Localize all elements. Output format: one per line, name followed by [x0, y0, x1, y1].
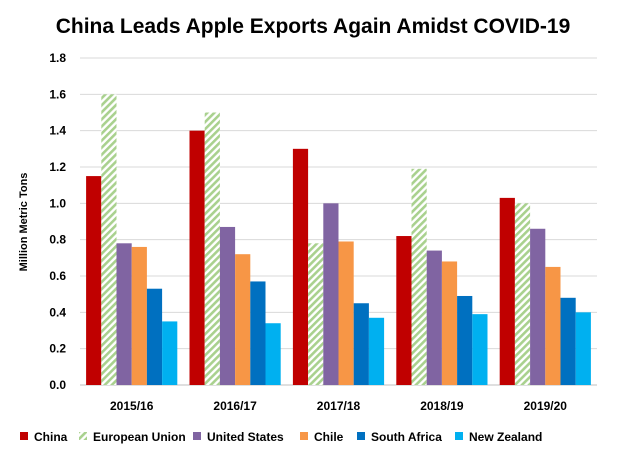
y-tick-label: 0.4: [49, 305, 66, 319]
bar-china: [189, 130, 205, 385]
y-tick-label: 0.0: [49, 378, 66, 392]
legend-item: European Union: [79, 430, 186, 444]
bar-china: [292, 148, 309, 385]
bar-chile: [131, 246, 147, 385]
bar-chile: [441, 261, 458, 385]
y-tick-label: 0.6: [49, 269, 66, 283]
legend-item: China: [20, 430, 68, 444]
legend-swatch: [300, 432, 308, 440]
bar-new-zealand: [472, 314, 488, 385]
x-tick-label: 2019/20: [524, 399, 568, 413]
legend-swatch: [357, 432, 365, 440]
legend-swatch: [79, 432, 87, 440]
legend-label: Chile: [314, 430, 344, 444]
x-tick-label: 2016/17: [213, 399, 257, 413]
bar-european-union: [514, 203, 531, 385]
x-tick-label: 2017/18: [317, 399, 361, 413]
bar-china: [499, 197, 515, 385]
x-tick-label: 2018/19: [420, 399, 464, 413]
chart-title: China Leads Apple Exports Again Amidst C…: [56, 15, 571, 38]
bar-south-africa: [457, 295, 473, 385]
y-tick-label: 1.4: [49, 124, 66, 138]
bar-new-zealand: [162, 321, 178, 385]
bar-new-zealand: [265, 323, 281, 385]
y-tick-label: 0.2: [49, 342, 66, 356]
bar-new-zealand: [368, 317, 385, 385]
y-tick-label: 1.0: [49, 196, 66, 210]
legend-item: South Africa: [357, 430, 442, 444]
bar-united-states: [219, 226, 236, 385]
bar-china: [86, 176, 102, 385]
bar-united-states: [323, 203, 339, 385]
legend-label: New Zealand: [469, 430, 542, 444]
x-tick-label: 2015/16: [110, 399, 154, 413]
y-axis-label: Million Metric Tons: [18, 173, 30, 272]
bar-chile: [338, 241, 354, 385]
bar-china: [396, 236, 412, 385]
y-tick-label: 0.8: [49, 233, 66, 247]
legend-label: South Africa: [371, 430, 442, 444]
bar-european-union: [204, 112, 220, 385]
legend-label: China: [34, 430, 68, 444]
bar-south-africa: [250, 281, 266, 385]
y-tick-label: 1.8: [49, 51, 66, 65]
bar-european-union: [308, 243, 324, 385]
bar-united-states: [530, 228, 546, 385]
y-tick-label: 1.2: [49, 160, 66, 174]
bar-south-africa: [560, 297, 576, 385]
bar-european-union: [411, 168, 427, 385]
legend-label: European Union: [93, 430, 186, 444]
bar-south-africa: [353, 303, 369, 385]
legend-label: United States: [207, 430, 284, 444]
bar-united-states: [426, 250, 442, 385]
y-tick-label: 1.6: [49, 87, 66, 101]
legend-swatch: [193, 432, 201, 440]
bar-south-africa: [146, 288, 163, 385]
bar-chile: [235, 254, 251, 385]
bar-european-union: [101, 94, 117, 385]
legend-swatch: [455, 432, 463, 440]
legend-item: New Zealand: [455, 430, 542, 444]
bar-chile: [545, 266, 561, 385]
bar-united-states: [116, 243, 132, 385]
legend-swatch: [20, 432, 28, 440]
legend-item: United States: [193, 430, 284, 444]
legend-item: Chile: [300, 430, 344, 444]
bar-new-zealand: [575, 312, 591, 385]
